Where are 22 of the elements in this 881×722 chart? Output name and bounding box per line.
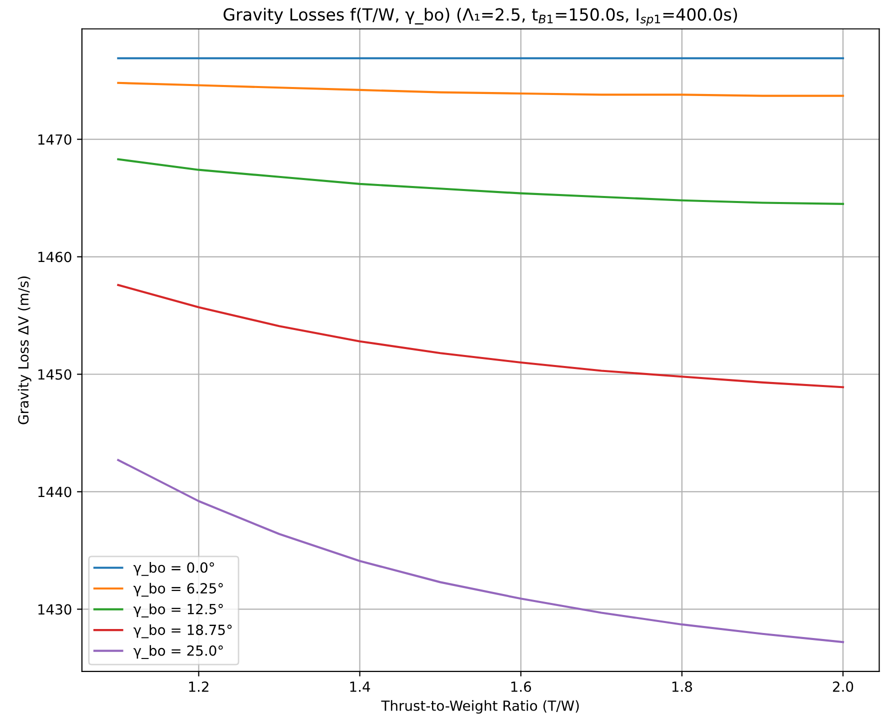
line-series [117,158,844,205]
y-tick-label: 1450 [38,369,72,380]
y-tick-label: 1470 [38,134,72,145]
legend-label: γ_bo = 0.0° [134,562,214,576]
line-series [117,458,844,644]
legend-label: γ_bo = 6.25° [134,582,223,597]
y-tick-label: 1460 [38,252,72,262]
legend-label: γ_bo = 25.0° [134,645,223,659]
x-tick-label: 1.4 [350,682,370,692]
line-series [117,82,844,97]
y-tick-label: 1440 [38,486,72,498]
x-tick-label: 2.0 [832,681,854,692]
y-tick-label: 1430 [38,604,72,615]
x-axis-title: Thrust-to-Weight Ratio (T/W) [381,700,579,714]
x-tick-label: 1.8 [672,681,692,692]
x-tick-label: 1.6 [511,681,532,692]
legend-label: γ_bo = 12.5° [134,604,223,618]
chart-title: Gravity Losses f(T/W, γ_bo) (Λ₁=2.5, t$_{B1}$=150.0s, I$_{sp1}$=400.0s) [224,8,737,26]
y-axis-title: Gravity Loss ΔV (m/s) [18,276,32,424]
line-series [117,284,844,388]
legend-label: γ_bo = 18.75° [134,624,232,638]
x-tick-label: 1.2 [189,681,208,692]
